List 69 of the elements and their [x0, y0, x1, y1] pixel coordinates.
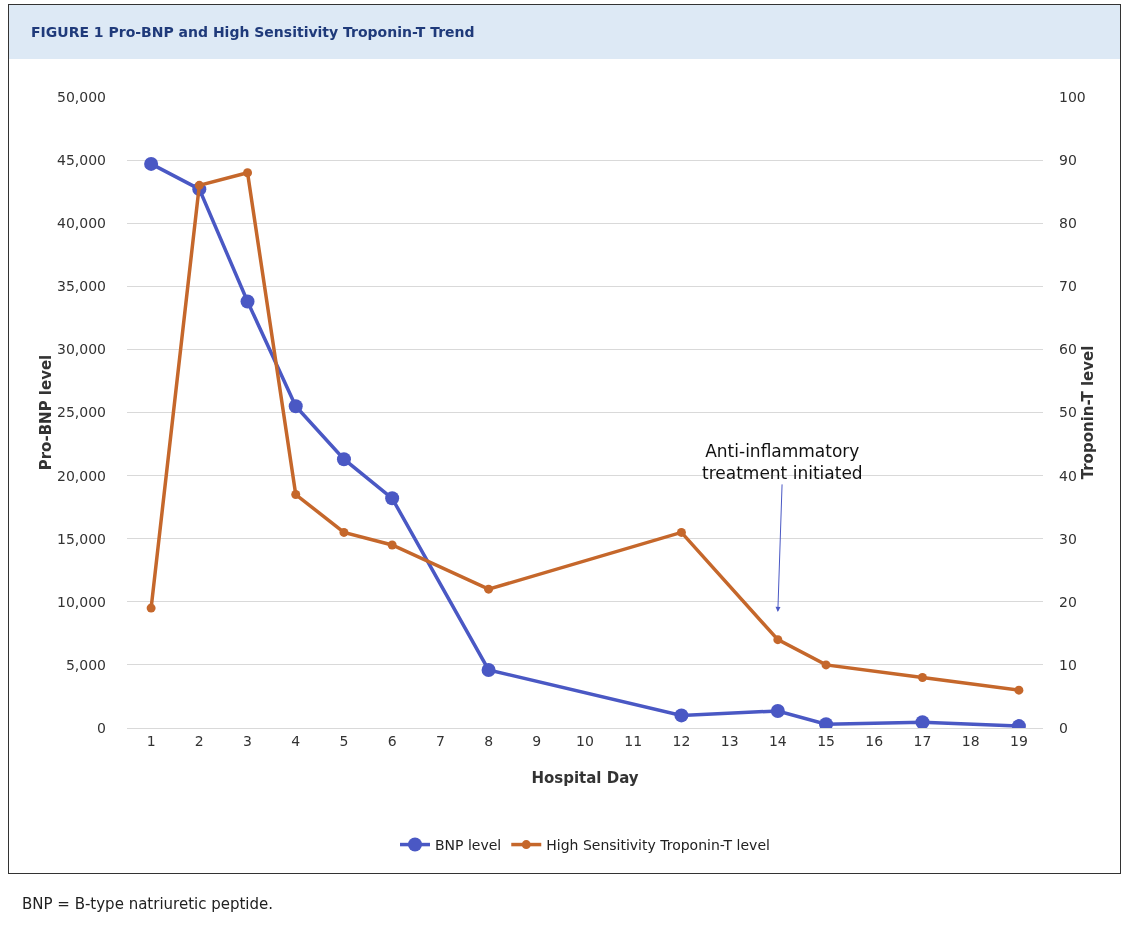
y-tick-label: 10,000	[57, 593, 106, 610]
x-tick-label: 7	[435, 732, 445, 749]
point	[339, 527, 349, 537]
y-tick-label: 40,000	[57, 215, 106, 232]
point	[674, 708, 689, 723]
y2-tick-label: 20	[1059, 593, 1077, 610]
point	[243, 168, 253, 178]
y-tick-label: 15,000	[57, 530, 106, 547]
point	[917, 673, 927, 683]
y-tick-label: 50,000	[57, 88, 106, 105]
x-tick-label: 10	[576, 732, 594, 749]
x-tick-label: 6	[387, 732, 397, 749]
point	[481, 662, 496, 677]
point	[821, 660, 831, 670]
y-axis-title: Pro-BNP level	[37, 354, 55, 471]
x-tick-label: 11	[624, 732, 643, 749]
point	[288, 399, 303, 414]
x-tick-label: 17	[913, 732, 932, 749]
text: BNP = B-type natriuretic peptide.	[22, 895, 274, 913]
y2-tick-label: 60	[1059, 341, 1077, 358]
x-tick-label: 4	[291, 732, 301, 749]
y2-tick-label: 50	[1059, 404, 1077, 421]
point	[676, 527, 686, 537]
chart-title: FIGURE 1 Pro-BNP and High Sensitivity Troponin-T Trend	[9, 5, 1120, 59]
point	[484, 584, 494, 594]
x-tick-label: 19	[1009, 732, 1028, 749]
point	[240, 294, 255, 309]
x-axis-title: Hospital Day	[531, 769, 639, 787]
y2-axis-title: Troponin-T level	[1078, 345, 1097, 480]
point	[144, 156, 159, 171]
x-tick-label: 15	[817, 732, 835, 749]
legend-label: High Sensitivity Troponin-T level	[546, 837, 770, 854]
y2-tick-label: 10	[1059, 656, 1077, 673]
y-tick-label: 25,000	[57, 404, 106, 421]
y-tick-label: 45,000	[57, 152, 106, 168]
annotation: Anti-inflammatory treatment initiated	[702, 441, 863, 484]
y-tick-label: 5,000	[65, 656, 106, 673]
point	[291, 490, 301, 500]
y2-tick-label: 0	[1059, 719, 1068, 736]
y2-tick-label: 100	[1059, 88, 1086, 105]
x-tick-label: 18	[961, 732, 980, 749]
x-tick-label: 1	[146, 732, 156, 749]
x-tick-label: 14	[768, 732, 787, 749]
legend-label: BNP level	[435, 837, 502, 854]
y-tick-label: 20,000	[57, 467, 106, 484]
y2-tick-label: 30	[1059, 530, 1077, 547]
y2-tick-label: 40	[1059, 467, 1077, 484]
point	[387, 540, 397, 550]
y-tick-label: 0	[97, 719, 106, 736]
x-tick-label: 12	[672, 732, 691, 749]
y-tick-label: 30,000	[57, 341, 106, 358]
point	[385, 491, 400, 506]
point	[1014, 685, 1024, 695]
y2-tick-label: 80	[1059, 215, 1077, 232]
x-tick-label: 3	[243, 732, 252, 749]
point	[770, 703, 785, 718]
point	[146, 603, 156, 613]
x-tick-label: 8	[484, 732, 494, 749]
y2-tick-label: 90	[1059, 152, 1077, 168]
point	[336, 452, 351, 467]
y-tick-label: 35,000	[57, 278, 106, 295]
y2-tick-label: 70	[1059, 278, 1077, 295]
x-tick-label: 16	[865, 732, 884, 749]
x-tick-label: 13	[720, 732, 739, 749]
x-tick-label: 2	[194, 732, 204, 749]
point	[915, 715, 930, 728]
x-tick-label: 9	[532, 732, 542, 749]
point	[773, 635, 783, 645]
x-tick-label: 5	[339, 732, 349, 749]
